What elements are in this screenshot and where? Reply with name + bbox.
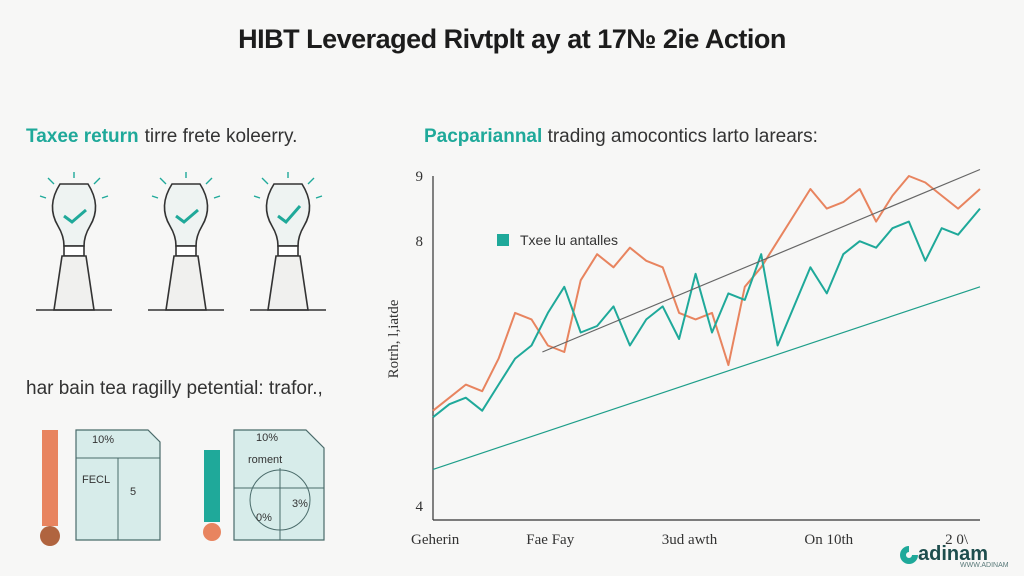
left-heading-rest: tirre frete koleerry. [144, 126, 298, 147]
y-tick-label: 9 [416, 169, 424, 185]
bulb-icon [250, 172, 326, 311]
series-line [432, 175, 981, 412]
mini-card-left-graphic [40, 429, 161, 546]
mini-card-right-graphic [203, 429, 325, 541]
bulb-icon [36, 172, 112, 311]
line-chart: 9 8 4 Geher­in Fae Fay 3ud awth On 10th 2 0\ Rot… [386, 168, 981, 548]
logo-subtext: WWW.ADINAM [960, 562, 1009, 569]
logo-text: adinam [918, 543, 989, 565]
x-tick-label: 2 0\ [945, 532, 969, 548]
mini-left-mid-label: FECL [82, 474, 111, 486]
chart-series [432, 168, 981, 470]
series-line [432, 286, 981, 470]
mini-card-right: 10% roment 0% 3% [200, 428, 330, 550]
brand-logo: adinam WWW.ADINAM [898, 542, 1009, 570]
mini-right-br-label: 3% [292, 498, 308, 510]
x-tick-label: Geher­in [411, 532, 460, 548]
y-tick-label: 4 [416, 499, 424, 515]
mini-left-bottom-label: 5 [130, 486, 137, 498]
legend-swatch [497, 234, 509, 246]
left-heading: Taxee return tirre frete koleerry. [26, 126, 297, 148]
series-line [432, 207, 981, 418]
left-subheading: har bain tea ragilly petential: trafor., [26, 378, 323, 399]
mini-card-left: 10% FECL 5 [38, 428, 168, 550]
series-line [542, 168, 981, 353]
y-axis-title: Rotrh, l,iatde [386, 299, 402, 378]
chart-heading-rest: trading amocontics larto larears: [547, 126, 818, 147]
bulb-illustrations [36, 172, 326, 311]
legend-label: Txee lu antalles [520, 232, 618, 248]
y-tick-label: 8 [416, 234, 424, 250]
chart-labels: 9 8 4 Geher­in Fae Fay 3ud awth On 10th 2 0\ Rot… [386, 169, 969, 548]
mini-right-top-label: 10% [256, 432, 279, 444]
page-title: HIBT Leveraged Rivtplt ay at 17№ 2ie Act… [238, 24, 786, 54]
chart-heading-accent: Pacpariannal [424, 126, 543, 147]
chart-axes [432, 176, 980, 521]
bulb-icon [148, 172, 224, 311]
x-tick-label: Fae Fay [526, 532, 574, 548]
mini-right-bl-label: 0% [256, 512, 272, 524]
chart-heading: Pacpariannal trading amocontics larto la… [424, 126, 818, 148]
mini-left-top-label: 10% [92, 434, 115, 446]
logo-icon [900, 546, 918, 564]
mini-right-mid-label: roment [248, 454, 283, 466]
x-tick-label: 3ud awth [662, 532, 718, 548]
left-heading-accent: Taxee return [26, 126, 139, 147]
x-tick-label: On 10th [804, 532, 853, 548]
